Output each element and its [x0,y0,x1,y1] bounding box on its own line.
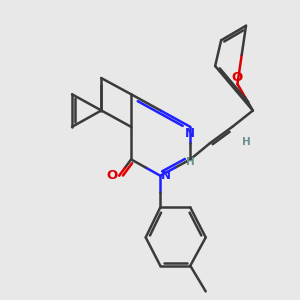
Text: N: N [160,169,170,182]
Text: O: O [107,169,118,182]
Text: N: N [185,127,195,140]
Text: H: H [186,157,195,167]
Text: H: H [242,137,251,147]
Text: O: O [232,70,243,84]
